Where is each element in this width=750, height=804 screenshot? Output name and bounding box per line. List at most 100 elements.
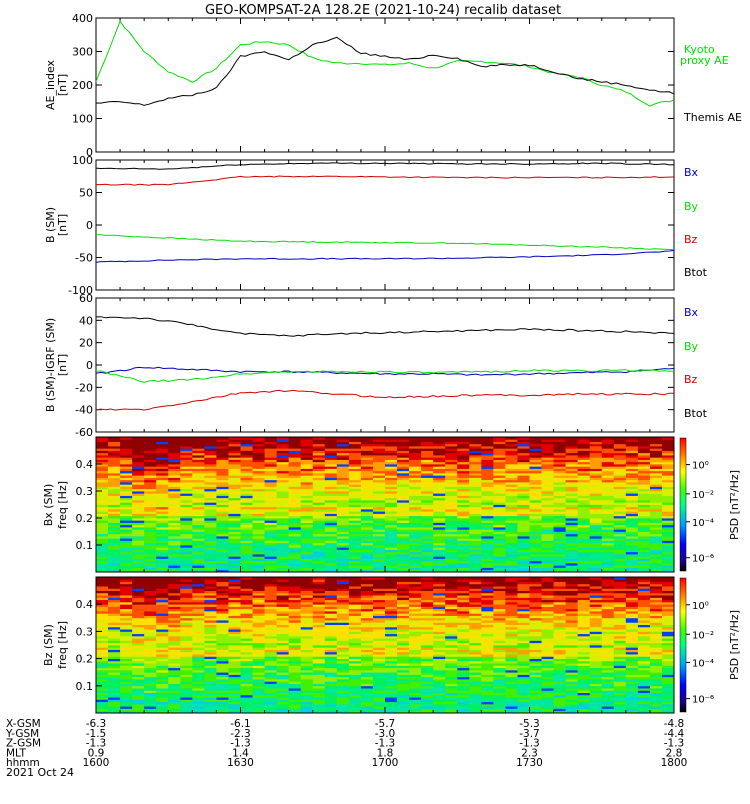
spec-cell	[192, 556, 205, 559]
spec-cell	[252, 651, 266, 655]
spec-cell	[661, 551, 675, 555]
spec-cell	[481, 611, 494, 614]
spec-cell	[457, 611, 470, 614]
spec-cell	[421, 615, 434, 619]
spec-cell	[216, 599, 229, 603]
spec-cell	[649, 554, 663, 557]
spec-cell	[288, 443, 302, 447]
spec-cell	[204, 468, 217, 472]
spec-cell	[312, 470, 326, 474]
spec-cell	[445, 551, 458, 555]
spec-cell	[589, 556, 603, 559]
spec-cell	[385, 459, 398, 463]
spec-cell	[264, 613, 278, 616]
spec-cell	[228, 495, 241, 499]
spec-cell	[589, 439, 603, 442]
spec-cell	[156, 642, 169, 646]
spec-cell	[493, 606, 506, 610]
spec-cell	[96, 491, 109, 494]
spec-cell	[192, 588, 205, 591]
spec-cell	[96, 615, 109, 619]
spec-cell	[168, 488, 181, 492]
spec-cell	[96, 640, 109, 644]
spec-cell	[192, 656, 205, 659]
spec-cell	[288, 556, 302, 559]
spec-cell	[541, 529, 555, 532]
spec-cell	[529, 540, 543, 544]
spec-cell	[108, 540, 121, 544]
spec-cell	[348, 452, 362, 456]
spec-cell	[192, 615, 205, 619]
spec-cell	[613, 538, 627, 541]
spec-cell	[228, 624, 241, 628]
spec-cell	[180, 567, 193, 571]
spec-cell	[360, 606, 374, 610]
spec-cell	[589, 495, 603, 499]
spec-cell	[505, 547, 518, 550]
spec-cell	[385, 547, 398, 550]
spec-cell	[457, 446, 470, 449]
spec-cell	[120, 645, 133, 648]
spec-cell	[192, 629, 205, 632]
spec-cell	[240, 701, 254, 705]
spec-cell	[385, 468, 398, 472]
spec-cell	[517, 563, 530, 566]
spec-cell	[505, 624, 518, 628]
spec-cell	[132, 701, 145, 705]
spec-cell	[252, 633, 266, 637]
spec-cell	[421, 588, 434, 591]
spec-cell	[228, 551, 241, 555]
spec-cell	[108, 497, 121, 501]
spec-cell	[469, 694, 482, 698]
spec-cell	[192, 554, 205, 557]
spec-cell	[324, 450, 338, 454]
spec-cell	[481, 439, 494, 442]
spec-cell	[156, 529, 169, 532]
spec-cell	[481, 649, 494, 653]
spec-cell	[481, 470, 494, 474]
spec-cell	[252, 488, 266, 492]
spec-cell	[421, 669, 434, 673]
spec-cell	[613, 540, 627, 544]
spec-cell	[336, 443, 350, 447]
spec-cell	[457, 466, 470, 469]
spec-cell	[156, 667, 169, 671]
spec-cell	[228, 701, 241, 705]
spec-cell	[360, 441, 374, 445]
spec-cell	[637, 563, 651, 566]
spec-cell	[409, 592, 422, 596]
spec-cell	[120, 443, 133, 447]
spec-cell	[300, 629, 314, 632]
spec-cell	[132, 446, 145, 449]
spec-cell	[288, 531, 302, 535]
spec-cell	[469, 482, 482, 485]
spec-cell	[228, 631, 241, 635]
spec-cell	[204, 477, 217, 481]
spec-cell	[336, 439, 350, 442]
spec-cell	[397, 540, 410, 544]
spec-cell	[649, 565, 663, 568]
spec-cell	[252, 642, 266, 646]
spec-cell	[180, 482, 193, 485]
spec-cell	[288, 642, 302, 646]
spec-cell	[433, 551, 446, 555]
spec-cell	[385, 581, 398, 585]
spec-cell	[324, 699, 338, 703]
spec-cell	[120, 513, 133, 517]
spec-cell	[457, 599, 470, 603]
spec-cell	[336, 613, 350, 616]
spec-cell	[625, 468, 639, 472]
spec-cell	[469, 452, 482, 456]
spec-cell	[312, 540, 326, 544]
spec-cell	[385, 633, 398, 637]
spec-cell	[372, 676, 386, 680]
spec-cell	[108, 529, 121, 532]
spec-cell	[324, 604, 338, 607]
spec-cell	[300, 446, 314, 449]
spec-cell	[264, 441, 278, 445]
spec-cell	[637, 524, 651, 528]
spec-cell	[421, 620, 434, 623]
spec-cell	[553, 549, 567, 553]
spec-cell	[228, 588, 241, 591]
spec-cell	[505, 509, 518, 512]
